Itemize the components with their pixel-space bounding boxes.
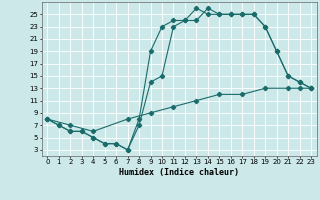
X-axis label: Humidex (Indice chaleur): Humidex (Indice chaleur)	[119, 168, 239, 177]
